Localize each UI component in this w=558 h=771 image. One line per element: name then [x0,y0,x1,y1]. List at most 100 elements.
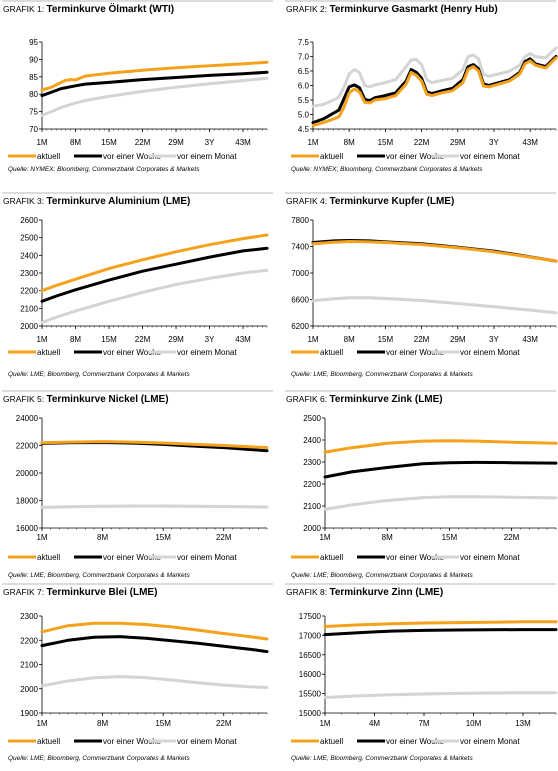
y-tick-label: 75 [29,108,38,117]
chart-title-prefix: GRAFIK 3: [3,196,46,206]
x-tick-label: 4M [369,719,380,728]
series-line-2 [40,76,269,117]
x-tick-label: 1M [307,138,318,147]
chart-title: GRAFIK 3: Terminkurve Aluminium (LME) [3,196,190,207]
chart-title-prefix: GRAFIK 2: [286,4,329,14]
chart-panel-8: GRAFIK 8: Terminkurve Zinn (LME) 15000 155… [285,583,558,762]
x-tick-label: 8M [97,533,108,542]
legend-label: vor einem Monat [460,348,520,357]
x-tick-label: 1M [319,719,330,728]
x-tick-label: 3Y [489,335,499,344]
chart-title-prefix: GRAFIK 5: [3,394,46,404]
y-tick-label: 15500 [299,690,322,699]
x-tick-label: 13M [515,719,531,728]
chart-title: GRAFIK 4: Terminkurve Kupfer (LME) [286,196,454,207]
legend-label: vor einem Monat [177,152,237,161]
legend-label: vor einer Woche [103,553,162,562]
x-tick-label: 1M [307,335,318,344]
y-tick-label: 6.5 [298,67,310,76]
series-line-0 [323,439,558,454]
y-tick-label: 18000 [16,497,39,506]
x-tick-label: 15M [101,335,117,344]
series-line-0 [40,440,269,450]
y-tick-label: 6.0 [298,82,310,91]
x-tick-label: 8M [70,138,81,147]
chart-title-text: Terminkurve Gasmarkt (Henry Hub) [329,4,497,15]
legend-label: aktuell [320,553,343,562]
x-tick-label: 22M [135,335,151,344]
legend-label: vor einem Monat [177,737,237,746]
x-tick-label: 15M [378,335,394,344]
x-tick-label: 3Y [205,335,215,344]
chart-title-prefix: GRAFIK 6: [286,394,329,404]
x-tick-label: 22M [504,533,520,542]
x-tick-label: 8M [97,719,108,728]
chart-panel-7: GRAFIK 7: Terminkurve Blei (LME) 1900 2000… [2,583,273,762]
legend-label: aktuell [37,348,60,357]
y-tick-label: 2200 [20,636,38,645]
y-tick-label: 24000 [16,414,39,423]
y-tick-label: 2300 [20,269,38,278]
legend-label: aktuell [37,152,60,161]
legend-label: vor einer Woche [386,348,445,357]
y-tick-label: 85 [29,73,38,82]
chart-title-prefix: GRAFIK 8: [286,587,329,597]
chart-panel-2: GRAFIK 2: Terminkurve Gasmarkt (Henry Hu… [285,0,558,173]
source-note: Quelle: NYMEX; Bloomberg, Commerzbank Co… [8,166,200,173]
source-note: Quelle: LME; Bloomberg, Commerzbank Corp… [8,371,190,378]
legend-label: vor einem Monat [177,348,237,357]
legend-label: vor einer Woche [386,737,445,746]
legend-label: vor einer Woche [103,152,162,161]
chart-title-text: Terminkurve Blei (LME) [46,587,157,598]
chart-title-text: Terminkurve Ölmarkt (WTI) [46,2,174,15]
y-tick-label: 22000 [16,442,39,451]
chart-title: GRAFIK 1: Terminkurve Ölmarkt (WTI) [3,2,174,15]
legend-label: aktuell [320,737,343,746]
y-tick-label: 15000 [299,709,322,718]
x-tick-label: 43M [235,138,251,147]
series-line-0 [40,60,269,92]
series-line-2 [311,296,558,315]
x-tick-label: 8M [344,138,355,147]
y-tick-label: 7800 [291,216,309,225]
chart-title: GRAFIK 6: Terminkurve Zink (LME) [286,394,443,405]
y-tick-label: 6200 [291,322,309,331]
y-tick-label: 2100 [303,502,321,511]
x-tick-label: 1M [36,719,47,728]
x-tick-label: 22M [216,719,232,728]
y-tick-label: 5.0 [298,111,310,120]
chart-panel-1: GRAFIK 1: Terminkurve Ölmarkt (WTI) 70 75 8… [2,0,273,173]
y-tick-label: 7.5 [298,38,310,47]
source-note: Quelle: LME; Bloomberg, Commerzbank Corp… [8,572,190,579]
y-tick-label: 6600 [291,296,309,305]
legend-label: vor einer Woche [386,553,445,562]
chart-title-prefix: GRAFIK 1: [3,4,46,14]
chart-title: GRAFIK 8: Terminkurve Zinn (LME) [286,587,443,598]
series-line-0 [311,56,558,127]
y-tick-label: 70 [29,125,38,134]
legend-label: vor einem Monat [460,553,520,562]
y-tick-label: 2500 [303,414,321,423]
x-tick-label: 29M [168,335,184,344]
chart-title-text: Terminkurve Nickel (LME) [46,394,168,405]
y-tick-label: 2300 [20,612,38,621]
x-tick-label: 15M [378,138,394,147]
chart-panel-6: GRAFIK 6: Terminkurve Zink (LME) 2000 2100… [285,390,558,579]
y-tick-label: 7.0 [298,53,310,62]
source-note: Quelle: NYMEX; Bloomberg, Commerzbank Co… [291,166,483,173]
legend-label: vor einem Monat [460,152,520,161]
source-note: Quelle: LME; Bloomberg, Commerzbank Corp… [291,371,473,378]
series-line-0 [40,233,269,293]
y-tick-label: 2200 [303,480,321,489]
legend-label: aktuell [320,152,343,161]
chart-title-prefix: GRAFIK 7: [3,587,46,597]
x-tick-label: 43M [522,335,538,344]
series-line-2 [40,268,269,324]
y-tick-label: 2000 [20,685,38,694]
y-tick-label: 80 [29,90,38,99]
source-note: Quelle: LME; Bloomberg, Commerzbank Corp… [291,572,473,579]
y-tick-label: 2100 [20,661,38,670]
y-tick-label: 5.5 [298,96,310,105]
series-line-1 [311,239,558,263]
